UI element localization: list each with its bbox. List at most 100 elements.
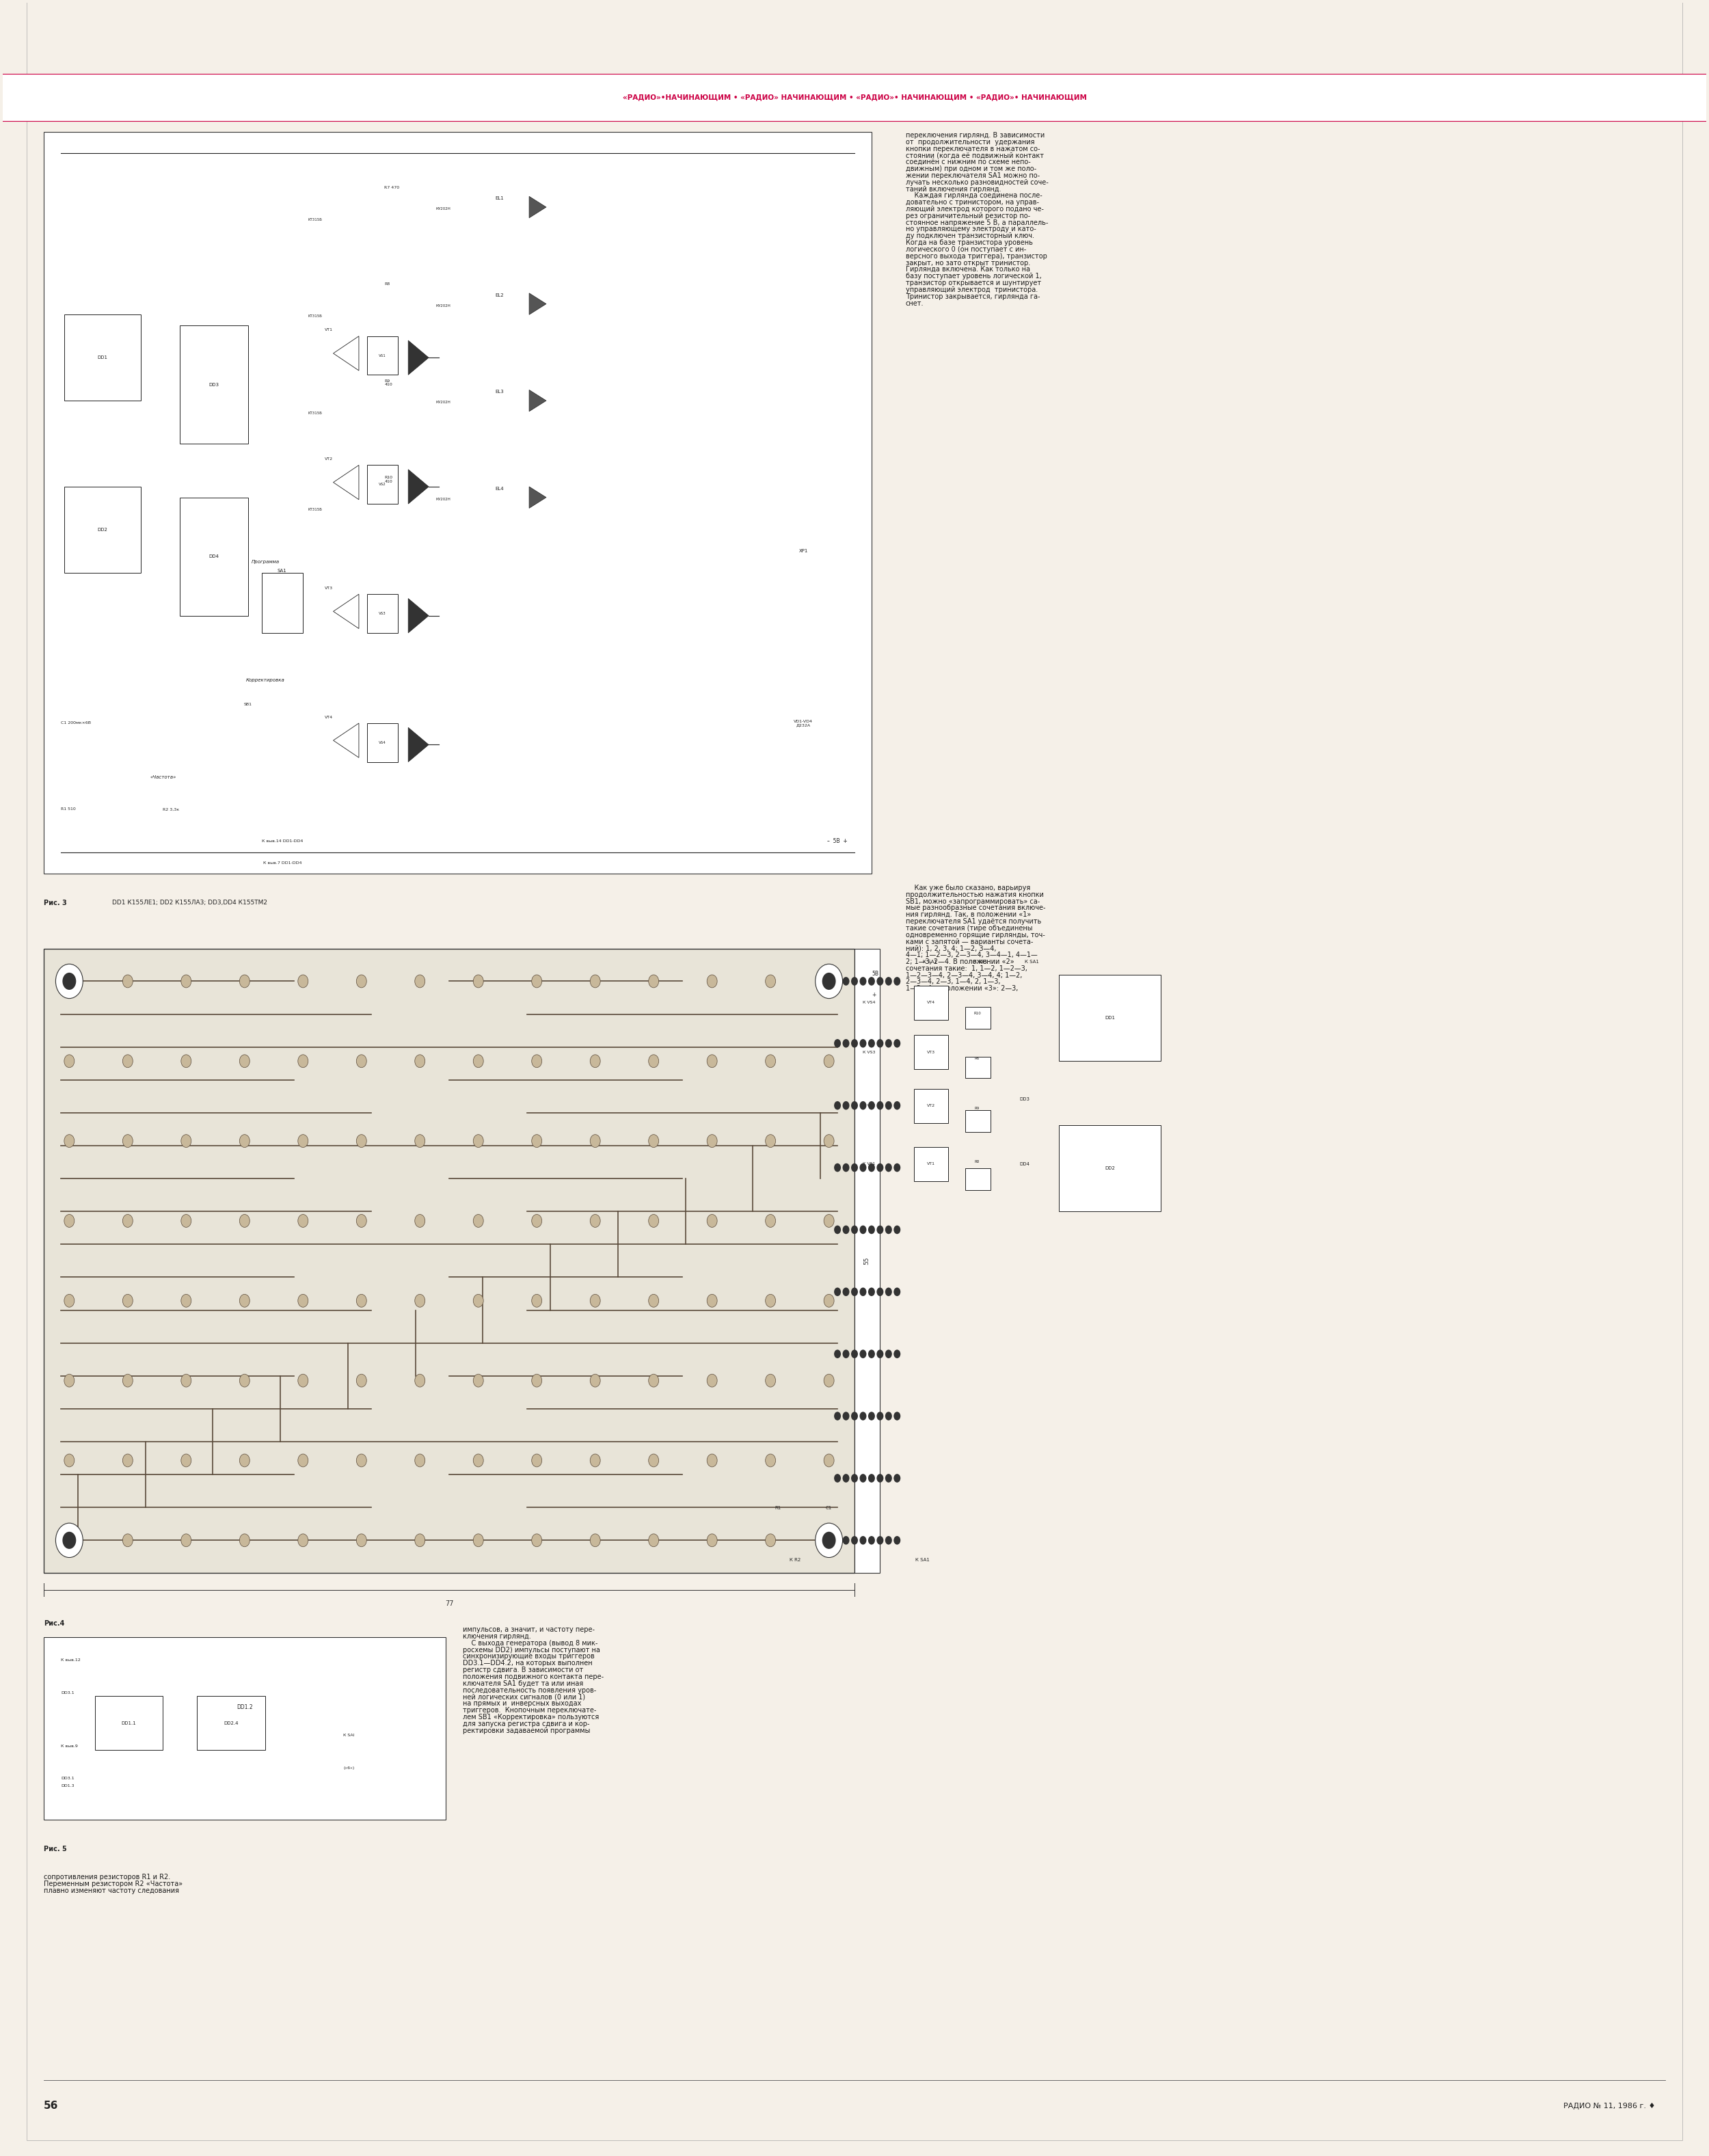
- Circle shape: [868, 1102, 875, 1110]
- Circle shape: [894, 1350, 901, 1358]
- Circle shape: [766, 1373, 776, 1386]
- Circle shape: [834, 1535, 841, 1544]
- Circle shape: [239, 1294, 250, 1307]
- Circle shape: [877, 1475, 884, 1483]
- Bar: [966, 1056, 991, 1078]
- Text: KТ315Б: KТ315Б: [308, 315, 321, 319]
- Circle shape: [531, 1054, 542, 1067]
- Circle shape: [894, 1102, 901, 1110]
- Text: VS1: VS1: [379, 354, 386, 358]
- Text: VT4: VT4: [325, 716, 333, 718]
- Circle shape: [860, 1225, 866, 1233]
- Text: R9: R9: [974, 1106, 979, 1110]
- Text: стоянное напряжение 5 В, а параллель-: стоянное напряжение 5 В, а параллель-: [906, 220, 1048, 226]
- Circle shape: [877, 1412, 884, 1421]
- Text: переключения гирлянд. В зависимости: переключения гирлянд. В зависимости: [906, 132, 1044, 138]
- Text: КУ202Н: КУ202Н: [436, 401, 451, 403]
- Circle shape: [843, 1412, 849, 1421]
- Circle shape: [851, 1225, 858, 1233]
- Text: сочетания такие:  1, 1—2, 1—2—3,: сочетания такие: 1, 1—2, 1—2—3,: [906, 966, 1027, 972]
- Circle shape: [590, 1453, 600, 1466]
- Circle shape: [65, 1533, 75, 1546]
- Circle shape: [843, 1475, 849, 1483]
- Bar: [367, 722, 398, 761]
- Circle shape: [297, 1134, 308, 1147]
- Circle shape: [851, 977, 858, 985]
- Circle shape: [415, 1294, 426, 1307]
- Text: DD2.4: DD2.4: [224, 1720, 239, 1725]
- Circle shape: [885, 1102, 892, 1110]
- Circle shape: [766, 1533, 776, 1546]
- Circle shape: [834, 1039, 841, 1048]
- Circle shape: [894, 1287, 901, 1296]
- Circle shape: [860, 1475, 866, 1483]
- Circle shape: [181, 1453, 191, 1466]
- Circle shape: [590, 1373, 600, 1386]
- Circle shape: [357, 1134, 366, 1147]
- Circle shape: [297, 1533, 308, 1546]
- Circle shape: [415, 1054, 426, 1067]
- Circle shape: [239, 1453, 250, 1466]
- Text: EL2: EL2: [496, 293, 504, 298]
- Text: («6»): («6»): [344, 1766, 355, 1770]
- Circle shape: [822, 972, 836, 990]
- Circle shape: [63, 1531, 77, 1548]
- Circle shape: [297, 1214, 308, 1227]
- Circle shape: [843, 1350, 849, 1358]
- Circle shape: [123, 1054, 133, 1067]
- Bar: [914, 1035, 948, 1069]
- Circle shape: [708, 1054, 718, 1067]
- Circle shape: [815, 964, 843, 998]
- Circle shape: [894, 1475, 901, 1483]
- Text: DD1.3: DD1.3: [62, 1785, 73, 1787]
- Circle shape: [239, 1214, 250, 1227]
- Circle shape: [123, 1453, 133, 1466]
- Text: KТ315Б: KТ315Б: [308, 218, 321, 222]
- Text: C1 200мк×6В: C1 200мк×6В: [62, 722, 91, 724]
- Circle shape: [851, 1287, 858, 1296]
- Circle shape: [885, 1039, 892, 1048]
- Circle shape: [885, 1225, 892, 1233]
- Text: триггеров.  Кнопочным переключате-: триггеров. Кнопочным переключате-: [463, 1708, 596, 1714]
- Text: ками с запятой — варианты сочета-: ками с запятой — варианты сочета-: [906, 938, 1032, 944]
- Text: К VS1: К VS1: [863, 1162, 875, 1166]
- Circle shape: [877, 1350, 884, 1358]
- Polygon shape: [408, 599, 429, 634]
- Bar: [966, 1169, 991, 1190]
- Text: R7 470: R7 470: [385, 185, 400, 190]
- Text: такие сочетания (тире объединены: такие сочетания (тире объединены: [906, 925, 1032, 931]
- Text: плавно изменяют частоту следования: плавно изменяют частоту следования: [44, 1886, 179, 1893]
- Circle shape: [415, 975, 426, 987]
- Polygon shape: [530, 487, 547, 509]
- Circle shape: [708, 1134, 718, 1147]
- Circle shape: [473, 1214, 484, 1227]
- Circle shape: [648, 975, 658, 987]
- Circle shape: [181, 1533, 191, 1546]
- Polygon shape: [530, 293, 547, 315]
- Text: EL3: EL3: [496, 390, 504, 395]
- Circle shape: [590, 1134, 600, 1147]
- Text: R2 3,3к: R2 3,3к: [162, 808, 179, 811]
- Bar: [261, 573, 302, 634]
- Circle shape: [868, 977, 875, 985]
- Text: DD2: DD2: [1106, 1166, 1114, 1171]
- Text: соединён с нижним по схеме непо-: соединён с нижним по схеме непо-: [906, 160, 1031, 166]
- Circle shape: [877, 1039, 884, 1048]
- Circle shape: [65, 1214, 75, 1227]
- Circle shape: [894, 1164, 901, 1173]
- Text: К выв.7 DD1-DD4: К выв.7 DD1-DD4: [263, 860, 301, 865]
- Circle shape: [843, 977, 849, 985]
- Text: Рис. 3: Рис. 3: [44, 899, 67, 906]
- Text: Гирлянда включена. Как только на: Гирлянда включена. Как только на: [906, 265, 1031, 274]
- Text: DD1: DD1: [97, 356, 108, 360]
- Text: версного выхода триггера), транзистор: версного выхода триггера), транзистор: [906, 252, 1048, 259]
- Circle shape: [648, 1134, 658, 1147]
- Circle shape: [297, 975, 308, 987]
- Circle shape: [885, 977, 892, 985]
- Circle shape: [815, 1522, 843, 1557]
- Text: KТ315Б: KТ315Б: [308, 412, 321, 414]
- Text: R9
410: R9 410: [385, 379, 393, 386]
- Circle shape: [123, 1373, 133, 1386]
- Circle shape: [590, 1533, 600, 1546]
- Circle shape: [56, 1522, 84, 1557]
